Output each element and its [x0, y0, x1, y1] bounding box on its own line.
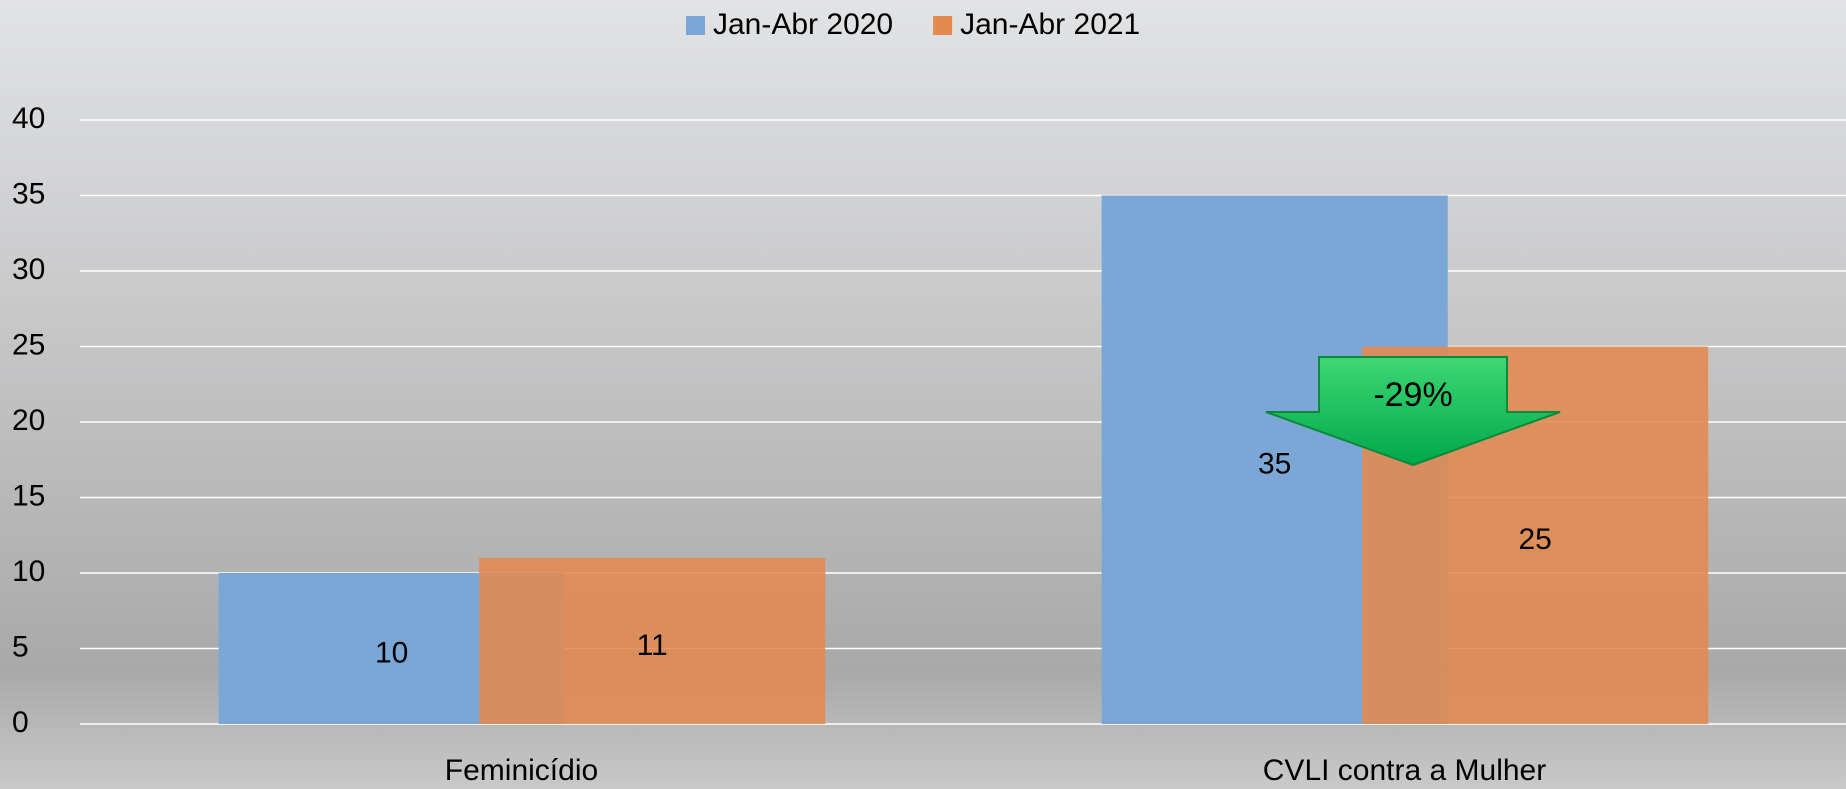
- legend-label: Jan-Abr 2021: [960, 8, 1140, 41]
- x-tick-label: CVLI contra a Mulher: [1263, 754, 1546, 787]
- legend-swatch: [933, 16, 953, 35]
- legend: Jan-Abr 2020 Jan-Abr 2021: [686, 8, 1140, 41]
- annotation-text: -29%: [1373, 376, 1452, 414]
- y-tick-label: 30: [12, 253, 45, 286]
- arrow-shape: [1265, 356, 1561, 467]
- legend-swatch: [686, 16, 705, 35]
- y-tick-label: 35: [12, 177, 45, 210]
- y-tick-label: 0: [12, 706, 29, 739]
- y-tick-label: 15: [12, 479, 45, 512]
- data-label: 10: [375, 636, 408, 669]
- y-tick-label: 20: [12, 404, 45, 437]
- x-tick-label: Feminicídio: [445, 754, 598, 787]
- bar: [479, 557, 826, 724]
- y-tick-label: 5: [12, 630, 29, 663]
- data-label: 11: [637, 629, 668, 662]
- y-tick-label: 25: [12, 328, 45, 361]
- data-label: 25: [1518, 523, 1551, 556]
- plot-area: 0 5 10 15 20 25 30 35 40 Feminicídio CVLI contra a…: [12, 102, 1846, 787]
- annotation-arrow: -29%: [1265, 356, 1561, 467]
- data-label: 35: [1258, 448, 1291, 481]
- legend-label: Jan-Abr 2020: [713, 8, 893, 41]
- y-tick-label: 10: [12, 555, 45, 588]
- y-tick-label: 40: [12, 102, 45, 135]
